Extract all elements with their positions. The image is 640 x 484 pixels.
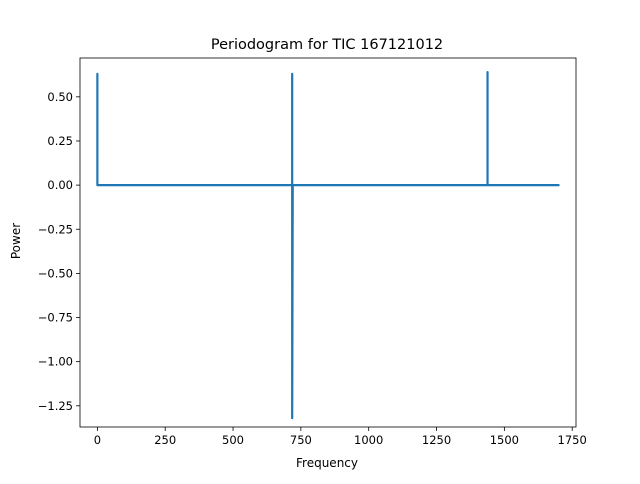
x-tick-label: 1750 xyxy=(558,433,587,447)
x-tick-label: 0 xyxy=(94,433,101,447)
series-line-0 xyxy=(96,71,560,420)
x-axis-label: Frequency xyxy=(296,456,358,470)
y-tick-label: 0.50 xyxy=(47,90,73,104)
y-tick-label: −1.00 xyxy=(38,355,73,369)
y-tick-label: −0.50 xyxy=(38,266,73,280)
axes-frame xyxy=(79,57,577,428)
y-tick-label: −0.75 xyxy=(38,311,73,325)
y-tick-label: 0.25 xyxy=(47,134,73,148)
x-tick-label: 1500 xyxy=(490,433,519,447)
x-tick-label: 1000 xyxy=(354,433,383,447)
x-tick-label: 500 xyxy=(222,433,244,447)
x-tick-label: 1250 xyxy=(422,433,451,447)
y-tick-label: 0.00 xyxy=(47,178,73,192)
y-axis-label: Power xyxy=(9,223,23,259)
x-tick-label: 250 xyxy=(154,433,176,447)
y-tick-label: −0.25 xyxy=(38,222,73,236)
x-tick-label: 750 xyxy=(290,433,312,447)
chart-title: Periodogram for TIC 167121012 xyxy=(211,37,443,53)
y-tick-label: −1.25 xyxy=(38,399,73,413)
